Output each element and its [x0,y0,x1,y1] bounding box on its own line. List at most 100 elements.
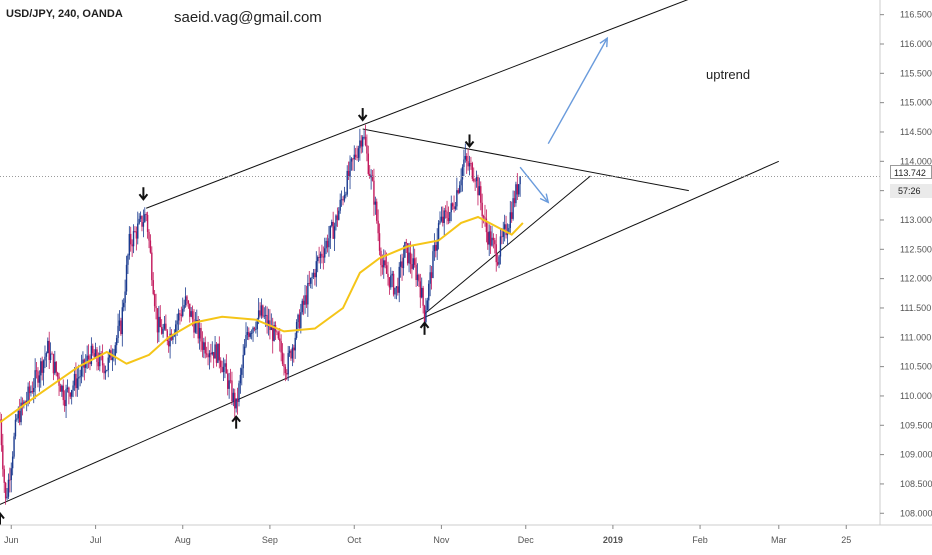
candle-body [103,365,105,374]
price-tick-label: 109.000 [900,450,932,460]
candle-body [4,482,7,499]
candle-body [184,296,187,306]
pivot-markers [0,108,475,526]
candle-body [513,198,516,204]
candle-body [487,232,489,245]
candle-body [45,353,48,357]
candle-body [47,340,49,354]
candle-body [90,345,93,365]
candle-body [155,306,157,309]
candle-body [218,343,220,361]
candle-body [499,236,502,257]
candle-body [346,170,348,195]
candle-body [369,173,371,178]
candle-body [288,350,291,354]
candle-body [392,273,395,295]
candle-body [259,310,261,316]
candle-body [183,305,185,309]
time-tick-label: 25 [841,535,851,545]
candle-body [92,345,94,354]
candle-body [463,159,465,167]
candle-body [481,202,483,217]
candle-body [329,225,332,239]
candle-body [381,265,384,268]
candle-body [376,201,378,221]
candle-body [167,341,170,347]
candle-body [272,326,274,341]
candle-body [494,240,496,245]
candle-body [229,380,232,382]
candle-body [321,253,323,257]
candle-body [137,223,139,239]
candle-body [402,257,405,269]
candle-body [449,212,451,222]
time-tick-label: 2019 [603,535,623,545]
candle-body [467,161,469,167]
price-tick-label: 116.000 [900,39,932,49]
candle-body [496,262,499,265]
candle-body [17,410,19,419]
candle-body [345,194,347,196]
candle-body [241,368,243,375]
pivot-arrowhead [357,114,368,122]
candle-body [338,210,340,220]
candle-body [343,194,346,201]
candle-body [239,374,242,384]
candle-body [227,373,229,389]
candle-body [248,332,250,337]
candle-body [123,302,125,308]
candle-body [457,190,459,193]
candle-body [54,361,56,374]
candle-body [399,261,402,267]
candle-body [187,300,190,304]
candle-body [138,218,140,224]
candle-series [0,124,521,505]
candle-body [480,186,482,203]
candle-body [336,215,339,220]
candle-body [114,345,116,356]
candle-body [364,136,367,146]
candle-body [328,238,330,248]
candle-body [87,355,90,359]
candle-body [458,185,461,193]
candle-body [415,264,417,281]
candle-body [222,366,225,373]
candle-body [468,163,471,167]
candle-body [319,253,322,258]
candle-body [276,331,278,333]
time-tick-label: Mar [771,535,787,545]
candle-body [437,223,440,240]
candle-body [293,347,295,351]
price-tick-label: 108.500 [900,479,932,489]
candle-body [162,328,164,334]
candle-body [160,327,163,334]
candle-body [418,274,420,282]
candle-body [377,220,379,234]
candle-body [516,184,519,195]
candle-body [2,445,4,470]
candle-body [104,370,107,374]
candle-body [212,352,215,359]
candle-body [197,319,199,339]
candle-body [51,353,53,355]
candle-body [250,332,253,334]
candle-body [298,314,301,328]
candle-body [436,239,438,251]
candle-body [255,329,257,330]
candle-body [179,313,181,315]
trendline [0,160,779,505]
candle-body [152,280,154,294]
time-tick-label: Nov [433,535,450,545]
candle-body [132,231,135,247]
candle-body [63,400,66,407]
candle-body [305,295,308,305]
candle-body [224,363,226,367]
candle-body [426,300,429,311]
candle-body [284,366,287,374]
candle-body [69,392,71,397]
candle-body [366,145,368,154]
candle-body [232,392,235,402]
candle-body [453,206,455,209]
